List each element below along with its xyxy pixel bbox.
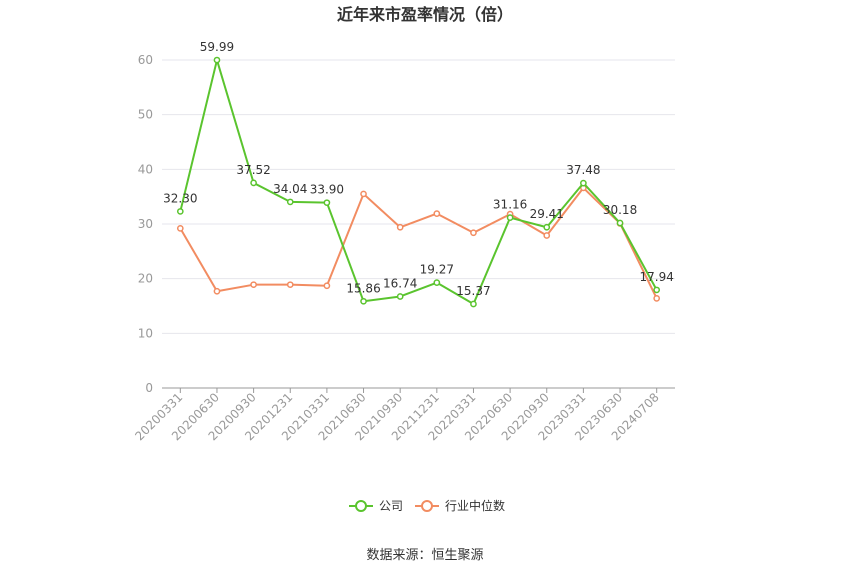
series-line-company [179,59,658,305]
point-industry-median[interactable] [176,225,184,232]
source-note: 数据来源：恒生聚源 [366,548,483,563]
axes: 0102030405060202003312020063020200930202… [132,53,675,443]
data-label-company: 33.90 [310,183,344,197]
y-tick-label: 20 [138,272,153,286]
data-label-company: 15.86 [346,281,380,295]
y-tick-label: 60 [138,53,153,67]
point-industry-median[interactable] [286,281,294,289]
legend-marker [355,500,367,512]
point-company[interactable] [616,219,624,227]
legend-marker [421,500,433,512]
legend-label: 公司 [379,499,403,513]
legend[interactable]: 公司 行业中位数 [349,498,505,513]
series-area [176,56,661,308]
data-label-company: 29.41 [530,207,564,221]
y-tick-label: 10 [138,326,153,340]
point-company[interactable] [433,279,441,287]
point-company[interactable] [286,198,294,206]
point-industry-median[interactable] [396,223,404,231]
data-label-company: 30.18 [603,203,637,217]
y-tick-label: 30 [138,217,153,231]
point-company[interactable] [250,179,257,187]
y-tick-label: 50 [138,108,153,122]
point-industry-median[interactable] [433,210,441,217]
data-label-company: 59.99 [200,40,234,54]
data-label-company: 16.74 [383,276,417,290]
point-company[interactable] [176,208,184,215]
point-industry-median[interactable] [653,294,661,302]
data-label-company: 34.04 [273,182,307,196]
data-label-company: 15.37 [456,284,490,298]
series-line-industry-median [179,186,658,299]
data-label-company: 19.27 [420,263,454,277]
point-company[interactable] [580,179,587,187]
data-label-company: 37.48 [566,163,600,177]
y-tick-label: 0 [145,381,153,395]
point-industry-median[interactable] [470,229,477,237]
point-industry-median[interactable] [543,232,551,239]
point-company[interactable] [323,199,331,207]
data-label-company: 17.94 [639,270,673,284]
point-industry-median[interactable] [360,190,367,198]
point-industry-median[interactable] [250,281,257,289]
point-company[interactable] [470,300,477,308]
point-industry-median[interactable] [323,282,331,290]
legend-item-industry-median[interactable]: 行业中位数 [415,498,505,513]
data-label-company: 37.52 [236,163,270,177]
chart-title: 近年来市盈率情况（倍） [337,5,513,24]
point-company[interactable] [213,56,221,64]
grid [162,59,675,334]
y-tick-label: 40 [138,162,153,176]
point-industry-median[interactable] [213,287,221,295]
legend-item-company[interactable]: 公司 [349,499,403,513]
point-company[interactable] [360,297,367,305]
point-company[interactable] [396,293,404,300]
point-company[interactable] [653,286,661,294]
point-company[interactable] [506,214,514,222]
point-company[interactable] [543,223,551,231]
data-label-company: 31.16 [493,198,527,212]
data-label-company: 32.30 [163,191,197,205]
legend-label: 行业中位数 [445,498,505,513]
